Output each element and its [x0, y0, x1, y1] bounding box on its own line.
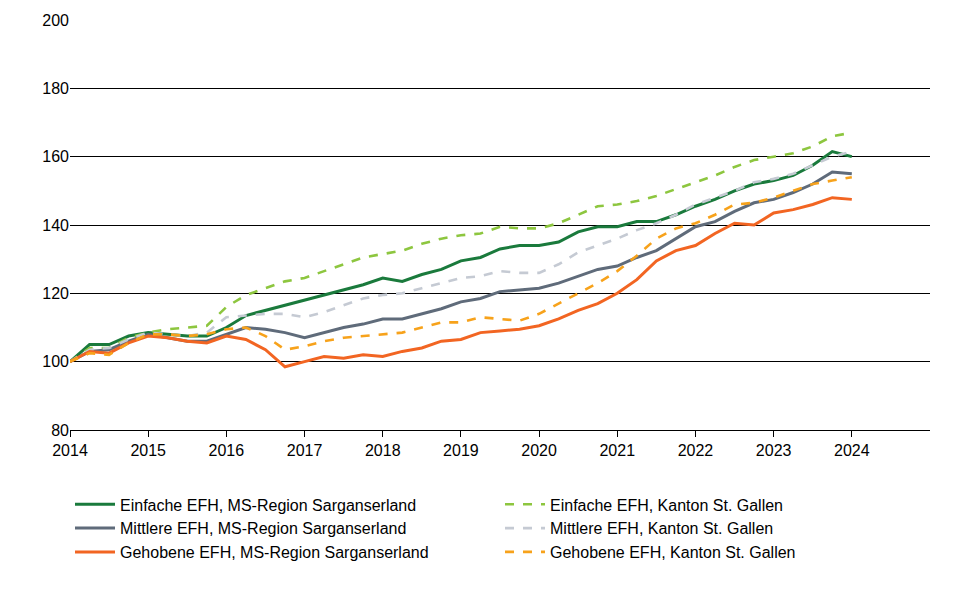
svg-text:140: 140 — [42, 217, 69, 234]
svg-text:80: 80 — [51, 422, 69, 439]
svg-text:Einfache EFH, MS-Region Sargan: Einfache EFH, MS-Region Sarganserland — [120, 497, 416, 514]
svg-text:2022: 2022 — [678, 442, 714, 459]
svg-text:2023: 2023 — [756, 442, 792, 459]
svg-text:Gehobene EFH, MS-Region Sargan: Gehobene EFH, MS-Region Sarganserland — [120, 544, 429, 561]
svg-text:180: 180 — [42, 80, 69, 97]
svg-text:2024: 2024 — [834, 442, 870, 459]
svg-text:Mittlere EFH, MS-Region Sargan: Mittlere EFH, MS-Region Sarganserland — [120, 520, 406, 537]
svg-text:Gehobene EFH, Kanton St. Galle: Gehobene EFH, Kanton St. Gallen — [550, 544, 795, 561]
svg-text:Mittlere EFH, Kanton St. Galle: Mittlere EFH, Kanton St. Gallen — [550, 520, 773, 537]
svg-text:200: 200 — [42, 12, 69, 29]
svg-text:2017: 2017 — [287, 442, 323, 459]
svg-text:2016: 2016 — [209, 442, 245, 459]
svg-text:2014: 2014 — [52, 442, 88, 459]
svg-text:160: 160 — [42, 148, 69, 165]
svg-text:2018: 2018 — [365, 442, 401, 459]
svg-text:100: 100 — [42, 353, 69, 370]
svg-text:2021: 2021 — [599, 442, 635, 459]
svg-text:120: 120 — [42, 285, 69, 302]
svg-text:2020: 2020 — [521, 442, 557, 459]
svg-text:Einfache EFH, Kanton St. Galle: Einfache EFH, Kanton St. Gallen — [550, 497, 783, 514]
svg-text:2019: 2019 — [443, 442, 479, 459]
svg-text:2015: 2015 — [130, 442, 166, 459]
